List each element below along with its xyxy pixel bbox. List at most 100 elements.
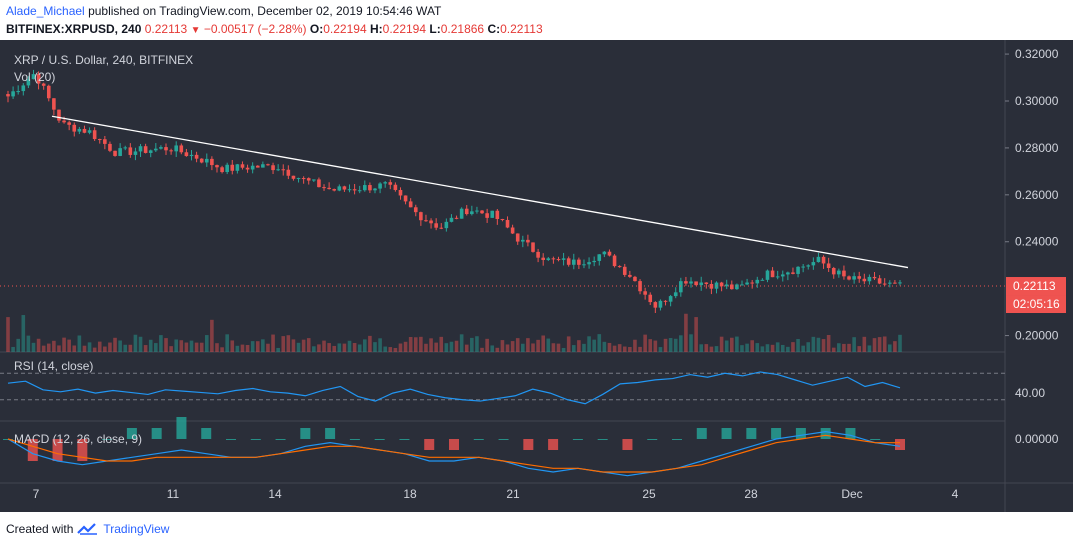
candle-body bbox=[566, 258, 571, 265]
price-chart[interactable]: 0.32000 0.30000 0.28000 0.26000 0.24000 0.200… bbox=[0, 40, 1073, 512]
candle-body bbox=[735, 284, 739, 290]
macd-histogram-bar bbox=[721, 428, 732, 439]
volume-bar bbox=[169, 346, 173, 352]
volume-bar bbox=[607, 342, 612, 352]
macd-histogram-bar bbox=[820, 428, 831, 439]
macd-histogram-bar bbox=[572, 439, 583, 440]
candle-body bbox=[148, 150, 153, 153]
volume-bar bbox=[515, 338, 520, 352]
volume-bar bbox=[82, 345, 87, 352]
macd-histogram-bar bbox=[597, 439, 608, 440]
candle-body bbox=[52, 98, 56, 110]
candle-body bbox=[250, 165, 255, 170]
volume-bar bbox=[72, 345, 77, 352]
candle-body bbox=[531, 242, 535, 252]
candle-body bbox=[31, 74, 36, 80]
price-tick-label: 0.32000 bbox=[1015, 47, 1059, 61]
volume-bar bbox=[566, 336, 571, 352]
candle-body bbox=[852, 276, 856, 280]
volume-bar bbox=[87, 342, 92, 352]
volume-bar bbox=[378, 338, 382, 352]
volume-bar bbox=[622, 346, 627, 352]
volume-bar bbox=[877, 337, 882, 352]
candle-body bbox=[128, 147, 133, 155]
candle-body bbox=[740, 284, 744, 286]
volume-bar bbox=[347, 340, 352, 352]
volume-bar bbox=[164, 338, 168, 352]
macd-tick-label: 0.00000 bbox=[1015, 432, 1059, 446]
volume-bar bbox=[847, 343, 851, 352]
volume-bar bbox=[740, 345, 744, 352]
time-tick-label: 25 bbox=[642, 487, 656, 501]
volume-bar bbox=[888, 344, 892, 352]
candle-body bbox=[210, 158, 214, 166]
volume-bar bbox=[760, 346, 765, 352]
candle-body bbox=[811, 262, 816, 266]
candle-body bbox=[709, 283, 714, 289]
volume-bar bbox=[485, 338, 489, 352]
macd-histogram-bar bbox=[795, 428, 806, 439]
macd-histogram-bar bbox=[424, 439, 435, 450]
volume-bar bbox=[592, 339, 596, 352]
macd-signal-line bbox=[7, 434, 900, 473]
volume-bar bbox=[587, 336, 591, 352]
last-price-label: 0.22113 bbox=[1013, 279, 1056, 293]
volume-bar bbox=[821, 339, 826, 352]
candle-body bbox=[495, 210, 500, 220]
candle-body bbox=[215, 165, 219, 168]
candle-body bbox=[826, 263, 831, 269]
candle-body bbox=[837, 270, 841, 275]
volume-bar bbox=[475, 336, 479, 352]
volume-bar bbox=[398, 343, 403, 352]
candle-body bbox=[296, 178, 301, 180]
volume-bar bbox=[21, 315, 26, 352]
volume-bar bbox=[801, 345, 805, 352]
volume-bar bbox=[704, 344, 709, 352]
candle-body bbox=[571, 259, 576, 265]
author-link[interactable]: Alade_Michael bbox=[6, 4, 85, 18]
volume-bar bbox=[179, 340, 184, 352]
candle-body bbox=[368, 185, 372, 191]
volume-bar bbox=[352, 342, 357, 352]
candle-body bbox=[877, 278, 882, 284]
volume-bar bbox=[602, 341, 607, 352]
volume-bar bbox=[755, 343, 760, 352]
candle-body bbox=[490, 210, 495, 218]
volume-bar bbox=[113, 337, 117, 352]
volume-bar bbox=[26, 335, 31, 352]
rsi-line bbox=[7, 371, 901, 405]
candle-body bbox=[408, 201, 413, 208]
volume-bar bbox=[281, 336, 286, 352]
volume-bar bbox=[240, 344, 245, 352]
volume-bar bbox=[628, 347, 632, 352]
volume-bar bbox=[413, 337, 418, 352]
candle-body bbox=[306, 178, 311, 181]
macd-histogram-bar bbox=[845, 428, 856, 439]
candle-body bbox=[72, 124, 77, 132]
candle-body bbox=[770, 270, 775, 278]
candle-body bbox=[133, 151, 138, 155]
tradingview-link[interactable]: TradingView bbox=[103, 522, 170, 536]
candle-body bbox=[694, 281, 698, 286]
candle-body bbox=[77, 128, 82, 132]
candle-body bbox=[378, 183, 382, 189]
candle-body bbox=[138, 146, 143, 152]
volume-bar bbox=[429, 338, 433, 352]
volume-bar bbox=[526, 338, 530, 352]
volume-bar bbox=[62, 337, 66, 352]
macd-histogram-bar bbox=[870, 439, 881, 440]
candle-body bbox=[291, 175, 296, 179]
volume-bar bbox=[571, 345, 576, 352]
rsi-label: RSI (14, close) bbox=[14, 359, 93, 373]
candle-body bbox=[67, 122, 71, 125]
candle-body bbox=[673, 292, 678, 297]
volume-bar bbox=[541, 335, 545, 352]
tradingview-logo-icon bbox=[77, 523, 98, 535]
volume-bar bbox=[480, 347, 484, 352]
candle-body bbox=[189, 154, 194, 157]
candle-body bbox=[724, 284, 729, 287]
candle-body bbox=[597, 254, 602, 261]
volume-bar bbox=[393, 347, 398, 352]
candle-body bbox=[393, 184, 398, 190]
time-tick-label: 14 bbox=[268, 487, 282, 501]
